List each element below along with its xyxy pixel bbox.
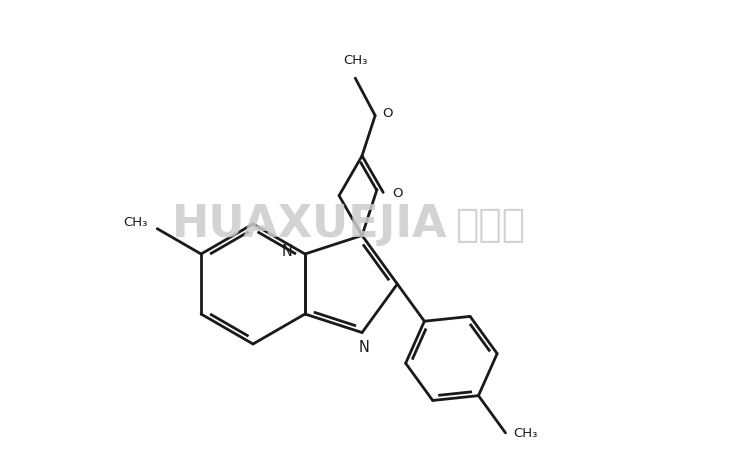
Text: O: O xyxy=(392,187,403,199)
Text: CH₃: CH₃ xyxy=(123,216,147,229)
Text: CH₃: CH₃ xyxy=(343,54,367,67)
Text: N: N xyxy=(282,244,293,259)
Text: 化学加: 化学加 xyxy=(455,206,525,244)
Text: CH₃: CH₃ xyxy=(513,426,538,439)
Text: N: N xyxy=(358,339,369,354)
Text: O: O xyxy=(382,107,393,120)
Text: HUAXUEJIA: HUAXUEJIA xyxy=(172,203,447,246)
